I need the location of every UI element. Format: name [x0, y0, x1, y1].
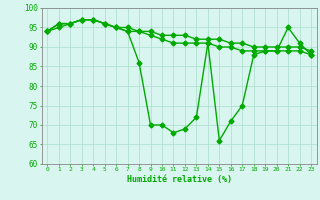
X-axis label: Humidité relative (%): Humidité relative (%)	[127, 175, 232, 184]
